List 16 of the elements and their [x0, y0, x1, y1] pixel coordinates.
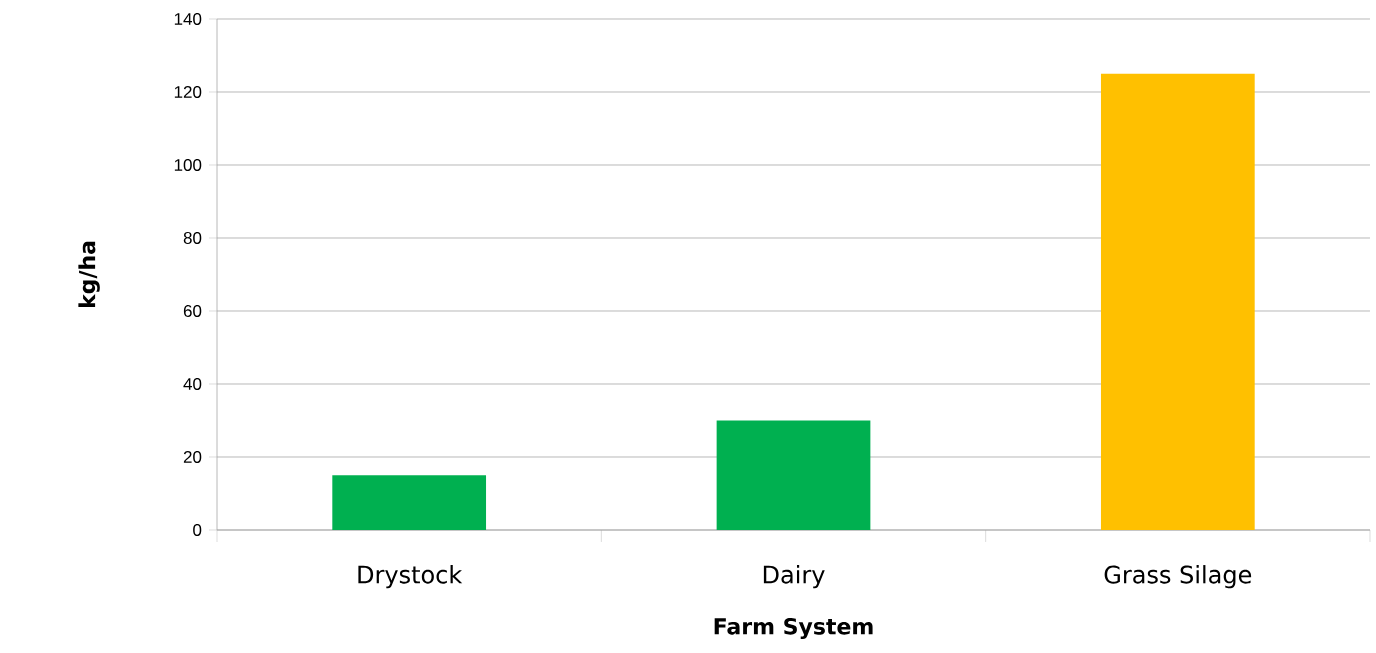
bar — [716, 420, 871, 530]
bar — [1100, 73, 1255, 530]
y-tick-label: 0 — [193, 523, 202, 536]
y-tick-label: 60 — [183, 304, 202, 317]
x-axis-title: Farm System — [714, 618, 873, 640]
bar — [332, 475, 487, 530]
y-tick-label: 140 — [174, 12, 202, 25]
y-axis-title: kg/ha — [78, 241, 100, 308]
x-tick-label: Grass Silage — [1104, 565, 1252, 589]
y-tick-label: 80 — [183, 231, 202, 244]
y-tick-label: 100 — [174, 158, 202, 171]
y-tick-label: 120 — [174, 85, 202, 98]
x-tick-label: Drystock — [358, 565, 463, 589]
y-tick-label: 20 — [183, 450, 202, 463]
x-tick-label: Dairy — [763, 565, 825, 589]
y-tick-label: 40 — [183, 377, 202, 390]
